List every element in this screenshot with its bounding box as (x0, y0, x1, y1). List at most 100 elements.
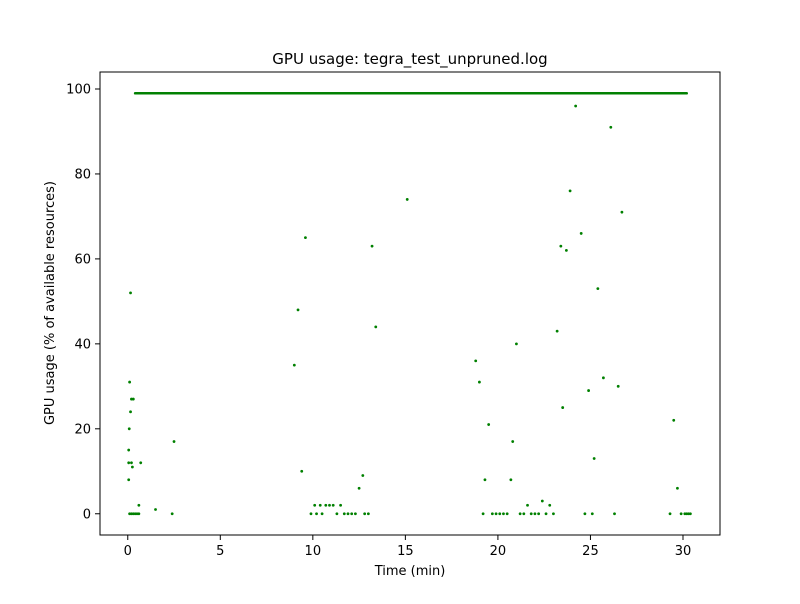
data-point (518, 512, 522, 516)
data-point (540, 499, 544, 503)
baseline-point (685, 91, 688, 95)
data-point (127, 427, 131, 431)
data-point (363, 512, 367, 516)
data-point (574, 104, 578, 108)
y-axis-label: GPU usage (% of available resources) (43, 181, 58, 425)
data-point (668, 512, 672, 516)
data-point (676, 486, 679, 490)
data-point (339, 503, 342, 507)
data-point (318, 503, 322, 507)
data-point (170, 512, 174, 516)
data-point (154, 508, 157, 511)
x-tick-label: 20 (490, 544, 507, 559)
data-point (130, 465, 134, 469)
data-point (481, 512, 485, 516)
data-point (350, 512, 354, 516)
data-point (592, 457, 596, 460)
data-point (128, 380, 132, 384)
data-point (309, 512, 313, 516)
data-point (300, 469, 304, 473)
data-point (561, 406, 565, 409)
data-point (127, 461, 131, 465)
data-point (490, 512, 494, 516)
y-tick-label: 0 (83, 507, 91, 522)
data-point (361, 474, 365, 477)
data-point (537, 512, 541, 516)
data-point (533, 512, 537, 516)
data-point (131, 397, 135, 401)
data-point (522, 512, 526, 516)
data-point (602, 376, 605, 380)
data-point (526, 503, 529, 507)
data-point (315, 512, 318, 516)
data-point (679, 512, 683, 516)
data-point (137, 512, 141, 516)
data-point (357, 486, 361, 490)
data-point (320, 512, 324, 516)
y-tick-label: 60 (74, 252, 91, 267)
data-point (544, 512, 548, 516)
y-tick-label: 40 (74, 337, 91, 352)
x-tick-label: 15 (397, 544, 414, 559)
x-tick-label: 25 (582, 544, 599, 559)
data-point (304, 236, 307, 240)
data-point (487, 423, 491, 426)
y-axis-ticks: 0 20 40 60 80 100 (66, 82, 100, 522)
data-point (564, 249, 568, 252)
data-point (127, 448, 131, 452)
data-point (296, 308, 300, 312)
data-point (127, 478, 131, 482)
data-point (405, 198, 409, 201)
data-point (137, 503, 141, 507)
data-point (555, 329, 559, 333)
data-point (354, 512, 357, 516)
data-point (579, 232, 583, 235)
data-point (366, 512, 370, 516)
data-point (590, 512, 594, 516)
data-point (498, 512, 502, 516)
chart-title: GPU usage: tegra_test_unpruned.log (272, 50, 547, 69)
data-point (583, 512, 587, 516)
y-tick-label: 20 (74, 422, 91, 437)
data-point (596, 287, 600, 291)
data-point (529, 512, 533, 516)
data-point (672, 418, 676, 422)
data-point (292, 363, 296, 367)
data-point (502, 512, 505, 516)
y-tick-label: 100 (66, 82, 91, 97)
data-point (324, 503, 328, 507)
data-point (335, 512, 339, 516)
data-point (568, 189, 572, 193)
x-axis-ticks: 0 5 10 15 20 25 30 (124, 535, 691, 559)
data-point (587, 389, 590, 392)
data-point (474, 359, 478, 363)
data-point (172, 440, 176, 443)
x-tick-label: 0 (124, 544, 132, 559)
data-point (552, 512, 555, 516)
data-point (688, 512, 692, 516)
data-point (511, 440, 515, 443)
data-point (509, 478, 513, 482)
data-point (609, 125, 613, 129)
data-points (127, 91, 692, 516)
data-point (478, 380, 481, 384)
data-point (139, 461, 143, 465)
data-point (342, 512, 346, 516)
data-point (129, 291, 132, 295)
y-tick-label: 80 (74, 167, 91, 182)
data-point (374, 325, 378, 329)
data-point (328, 503, 331, 507)
data-point (129, 410, 132, 414)
x-axis-label: Time (min) (374, 564, 446, 579)
data-point (331, 503, 335, 507)
data-point (483, 478, 487, 482)
data-point (313, 503, 317, 507)
data-point (559, 244, 563, 248)
plot-frame (99, 71, 721, 536)
data-point (370, 244, 374, 248)
data-point (494, 512, 498, 516)
data-point (620, 210, 624, 214)
